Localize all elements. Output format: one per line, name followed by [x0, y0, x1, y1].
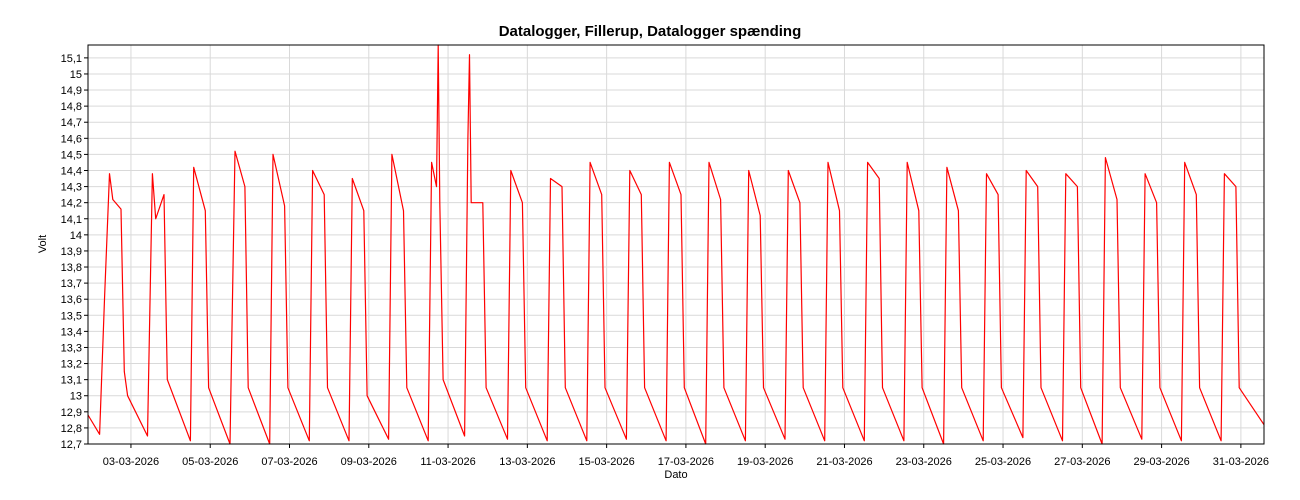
y-tick-label: 14,6: [61, 133, 82, 145]
x-tick-label: 21-03-2026: [816, 456, 872, 468]
y-tick-label: 14: [70, 230, 82, 242]
y-tick-label: 13,1: [61, 375, 82, 387]
x-axis-label: Dato: [664, 469, 687, 481]
y-tick-label: 13,6: [61, 294, 82, 306]
x-tick-label: 03-03-2026: [103, 456, 159, 468]
x-tick-label: 11-03-2026: [420, 456, 475, 468]
y-tick-label: 14,5: [61, 149, 82, 161]
y-tick-label: 13,5: [61, 310, 82, 322]
y-tick-label: 14,7: [61, 117, 82, 129]
y-tick-label: 14,2: [61, 198, 82, 210]
voltage-series-line: [87, 44, 1265, 445]
x-tick-label: 15-03-2026: [578, 456, 634, 468]
y-tick-label: 14,1: [61, 214, 82, 226]
y-tick-label: 13,2: [61, 359, 82, 371]
y-tick-label: 12,7: [61, 439, 82, 451]
y-tick-label: 13: [70, 391, 82, 403]
x-axis-ticks: 03-03-2026 05-03-2026 07-03-2026 09-03-2026…: [103, 444, 1269, 468]
x-tick-label: 31-03-2026: [1213, 456, 1269, 468]
x-tick-label: 29-03-2026: [1133, 456, 1189, 468]
chart-title: Datalogger, Fillerup, Datalogger spændin…: [499, 23, 802, 40]
y-tick-label: 13,3: [61, 342, 82, 354]
y-tick-label: 13,4: [61, 326, 82, 338]
y-axis-ticks: 12,7 12,8 12,9 13 13,1 13,2 13,3 13,4 13,5 13,6 13…: [61, 53, 88, 451]
x-tick-label: 13-03-2026: [499, 456, 555, 468]
grid-lines: [88, 45, 1264, 445]
y-tick-label: 14,3: [61, 182, 82, 194]
y-tick-label: 12,9: [61, 407, 82, 419]
y-tick-label: 12,8: [61, 423, 82, 435]
x-tick-label: 23-03-2026: [896, 456, 952, 468]
x-tick-label: 07-03-2026: [261, 456, 317, 468]
y-tick-label: 15: [70, 69, 82, 81]
y-tick-label: 14,8: [61, 101, 82, 113]
y-tick-label: 13,7: [61, 278, 82, 290]
x-tick-label: 17-03-2026: [658, 456, 714, 468]
y-axis-label: Volt: [37, 235, 49, 253]
y-tick-label: 13,8: [61, 262, 82, 274]
y-tick-label: 14,4: [61, 165, 82, 177]
y-tick-label: 14,9: [61, 85, 82, 97]
x-tick-label: 19-03-2026: [737, 456, 793, 468]
y-tick-label: 13,9: [61, 246, 82, 258]
x-tick-label: 05-03-2026: [182, 456, 238, 468]
x-tick-label: 25-03-2026: [975, 456, 1031, 468]
plot-frame: [87, 44, 1265, 445]
x-tick-label: 27-03-2026: [1054, 456, 1110, 468]
x-tick-label: 09-03-2026: [341, 456, 397, 468]
y-tick-label: 15,1: [61, 53, 82, 65]
